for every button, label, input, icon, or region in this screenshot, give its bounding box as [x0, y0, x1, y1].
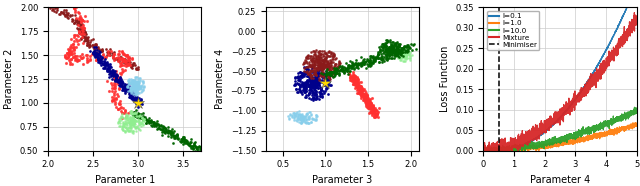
Y-axis label: Parameter 2: Parameter 2: [4, 49, 14, 109]
X-axis label: Parameter 3: Parameter 3: [312, 175, 372, 185]
X-axis label: Parameter 4: Parameter 4: [530, 175, 590, 185]
Y-axis label: Parameter 4: Parameter 4: [215, 49, 225, 109]
Y-axis label: Loss Function: Loss Function: [440, 46, 450, 112]
Legend: l=0.1, l=1.0, l=10.0, Mixture, Minimiser: l=0.1, l=1.0, l=10.0, Mixture, Minimiser: [487, 11, 540, 50]
X-axis label: Parameter 1: Parameter 1: [95, 175, 155, 185]
